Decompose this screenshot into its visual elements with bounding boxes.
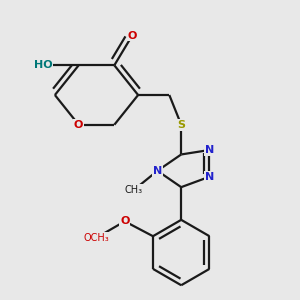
Text: O: O — [74, 120, 83, 130]
Text: N: N — [205, 145, 214, 155]
Text: OCH₃: OCH₃ — [84, 233, 110, 243]
Text: HO: HO — [34, 60, 52, 70]
Text: S: S — [177, 120, 185, 130]
Text: O: O — [120, 216, 129, 226]
Text: CH₃: CH₃ — [124, 185, 143, 195]
Text: N: N — [153, 166, 162, 176]
Text: O: O — [128, 31, 137, 40]
Text: N: N — [205, 172, 214, 182]
